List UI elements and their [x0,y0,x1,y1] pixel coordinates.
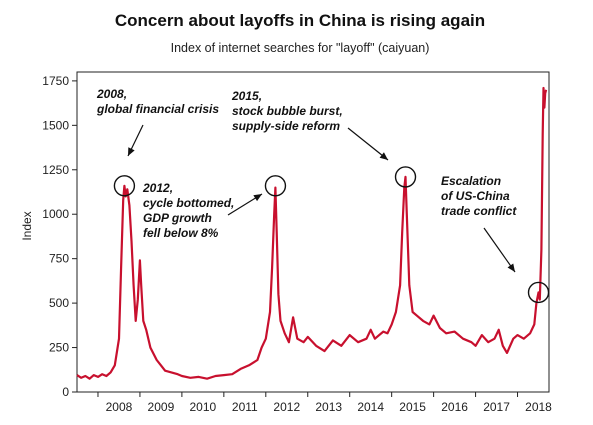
annotation-text: GDP growth [143,211,212,225]
annotation-arrowhead [379,152,388,160]
chart-subtitle: Index of internet searches for "layoff" … [171,41,430,55]
y-tick-label: 250 [49,341,69,355]
annotation-circle [113,175,136,197]
y-tick-label: 0 [62,385,69,399]
y-tick-label: 1000 [42,207,69,221]
x-tick-label: 2009 [148,400,175,414]
y-tick-label: 500 [49,296,69,310]
annotation-circle [527,281,550,304]
annotation-text: supply-side reform [232,119,340,133]
annotation-circle [264,175,287,197]
annotation-text: cycle bottomed, [143,196,234,210]
annotation-text: 2012, [142,181,173,195]
y-tick-label: 1250 [42,163,69,177]
x-ticks: 2008 2009 2010 2011 2012 2013 2014 2015 2016 2017… [97,392,552,414]
x-tick-label: 2012 [273,400,300,414]
annotation-arrowhead [128,147,135,156]
annotation-text: Escalation [441,174,501,188]
annotation-layer: 2008,global financial crisis 2012,cycle b… [96,87,550,304]
series-line [76,86,548,380]
annotation-arrowhead [253,194,262,202]
annotation-text: global financial crisis [96,102,219,116]
x-tick-label: 2008 [106,400,133,414]
annotation-text: fell below 8% [143,226,219,240]
x-tick-label: 2018 [525,400,552,414]
y-ticks: 0 250 500 750 1000 1250 1500 1750 [42,74,77,399]
annotation-text: trade conflict [441,204,517,218]
plot-area [76,71,550,393]
plot-frame [76,71,550,393]
annotation-text: 2008, [96,87,127,101]
chart-title: Concern about layoffs in China is rising… [115,11,485,30]
annotation-text: of US-China [441,189,510,203]
x-tick-label: 2010 [190,400,217,414]
y-tick-label: 750 [49,252,69,266]
x-tick-label: 2014 [357,400,384,414]
annotation-circle [394,166,417,188]
annotation-text: stock bubble burst, [232,104,343,118]
y-axis-label: Index [20,211,34,240]
annotation-text: 2015, [231,89,262,103]
series-layer [76,86,548,380]
x-tick-label: 2015 [399,400,426,414]
x-tick-label: 2013 [315,400,342,414]
y-tick-label: 1750 [42,74,69,88]
y-tick-label: 1500 [42,118,69,132]
x-tick-label: 2011 [232,400,258,414]
x-tick-label: 2017 [483,400,510,414]
annotation-arrowhead [507,263,515,272]
x-tick-label: 2016 [441,400,468,414]
annotation-arrow-line [483,227,516,273]
annotation-arrow-line [347,127,389,161]
